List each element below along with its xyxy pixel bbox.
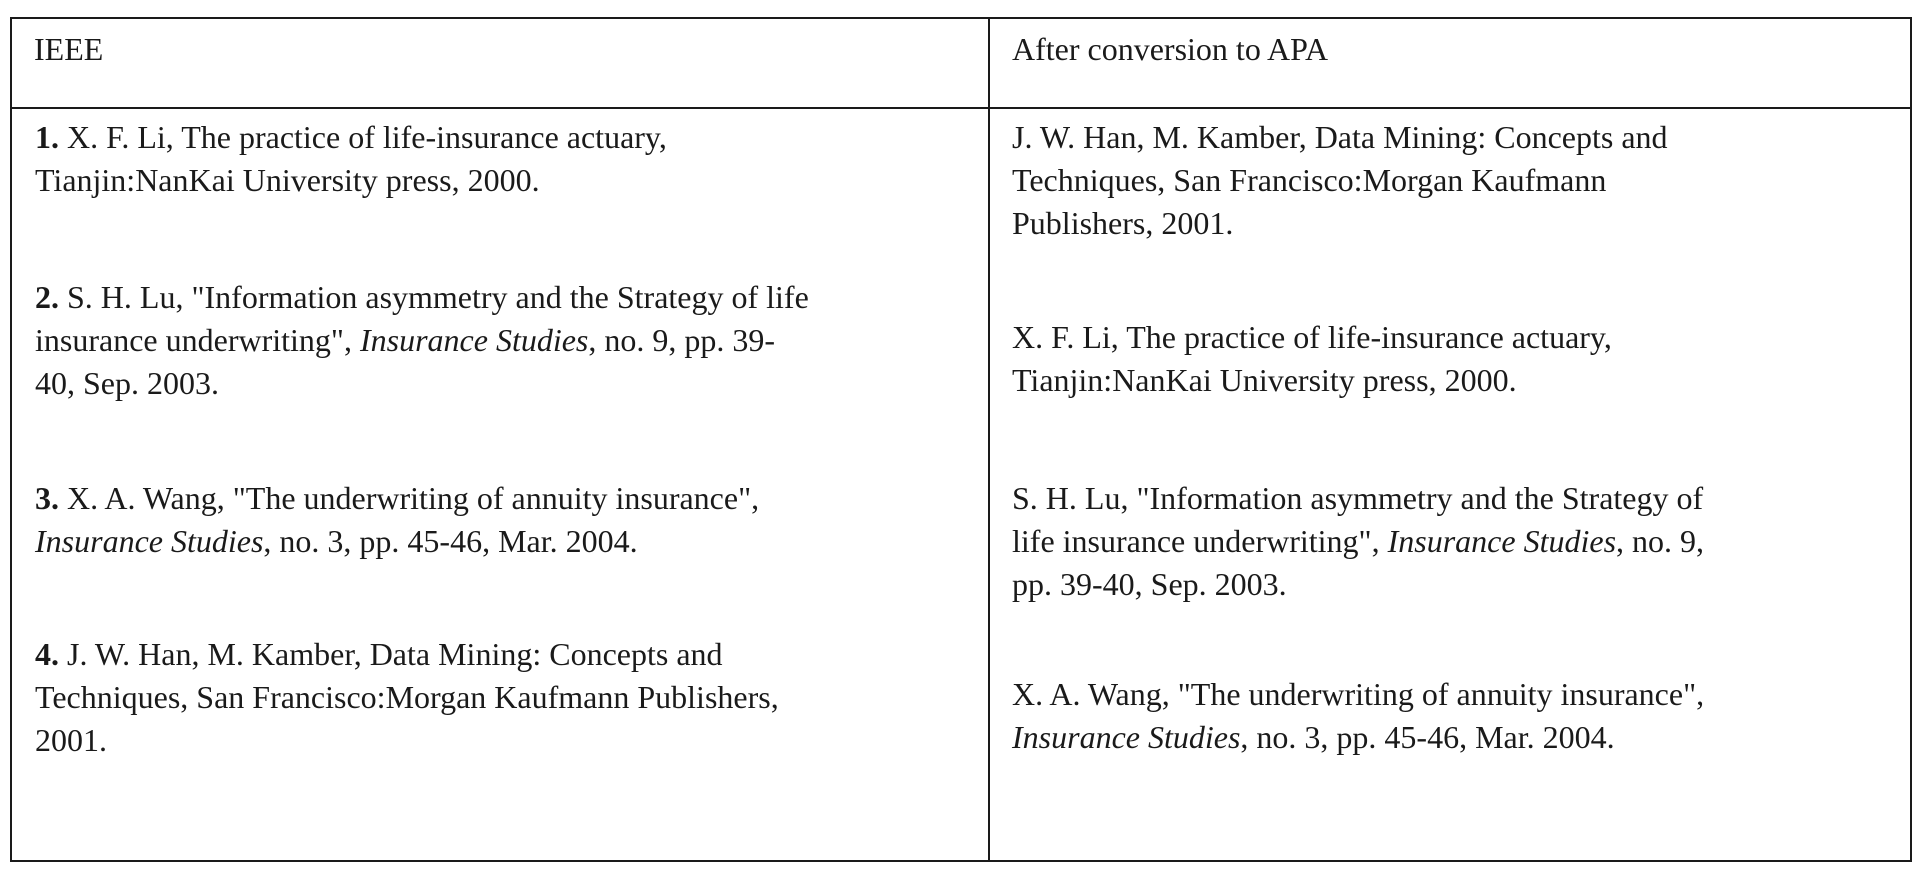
reference-text: X. A. Wang, "The underwriting of annuity…	[59, 480, 760, 516]
reference-text: 2001.	[35, 722, 107, 758]
reference-number: 2.	[35, 279, 59, 315]
reference-text: , no. 3, pp. 45-46, Mar. 2004.	[263, 523, 638, 559]
reference-text: , no. 9, pp. 39-	[588, 322, 776, 358]
apa-reference-2: X. F. Li, The practice of life-insurance…	[1012, 316, 1892, 402]
reference-comparison-table: IEEE After conversion to APA 1. X. F. Li…	[10, 17, 1912, 862]
apa-reference-4: X. A. Wang, "The underwriting of annuity…	[1012, 673, 1892, 759]
ieee-reference-4: 4. J. W. Han, M. Kamber, Data Mining: Co…	[35, 633, 975, 762]
reference-text: Techniques, San Francisco:Morgan Kaufman…	[35, 679, 779, 715]
reference-text: , no. 3, pp. 45-46, Mar. 2004.	[1240, 719, 1615, 755]
reference-text: 40, Sep. 2003.	[35, 365, 219, 401]
reference-text: life insurance underwriting",	[1012, 523, 1388, 559]
reference-text: Tianjin:NanKai University press, 2000.	[1012, 362, 1517, 398]
reference-text: , no. 9,	[1616, 523, 1705, 559]
reference-text: insurance underwriting",	[35, 322, 360, 358]
reference-text: Techniques, San Francisco:Morgan Kaufman…	[1012, 162, 1607, 198]
reference-text: J. W. Han, M. Kamber, Data Mining: Conce…	[59, 636, 723, 672]
reference-number: 3.	[35, 480, 59, 516]
ieee-reference-3: 3. X. A. Wang, "The underwriting of annu…	[35, 477, 975, 563]
reference-text: Tianjin:NanKai University press, 2000.	[35, 162, 540, 198]
ieee-reference-2: 2. S. H. Lu, "Information asymmetry and …	[35, 276, 975, 405]
reference-number: 1.	[35, 119, 59, 155]
journal-title: Insurance Studies	[35, 523, 264, 559]
reference-text: Publishers, 2001.	[1012, 205, 1234, 241]
reference-number: 4.	[35, 636, 59, 672]
reference-text: S. H. Lu, "Information asymmetry and the…	[1012, 480, 1704, 516]
reference-text: X. A. Wang, "The underwriting of annuity…	[1012, 676, 1705, 712]
apa-reference-1: J. W. Han, M. Kamber, Data Mining: Conce…	[1012, 116, 1892, 245]
reference-text: J. W. Han, M. Kamber, Data Mining: Conce…	[1012, 119, 1668, 155]
reference-text: X. F. Li, The practice of life-insurance…	[1012, 319, 1612, 355]
apa-reference-3: S. H. Lu, "Information asymmetry and the…	[1012, 477, 1892, 606]
reference-text: S. H. Lu, "Information asymmetry and the…	[59, 279, 809, 315]
ieee-column-header: IEEE	[34, 31, 104, 67]
reference-text: pp. 39-40, Sep. 2003.	[1012, 566, 1287, 602]
reference-text: X. F. Li, The practice of life-insurance…	[59, 119, 667, 155]
column-divider	[988, 19, 990, 860]
journal-title: Insurance Studies	[1387, 523, 1617, 559]
journal-title: Insurance Studies	[1012, 719, 1241, 755]
ieee-reference-1: 1. X. F. Li, The practice of life-insura…	[35, 116, 975, 202]
journal-title: Insurance Studies	[359, 322, 589, 358]
apa-column-header: After conversion to APA	[1012, 31, 1329, 67]
header-row-divider	[12, 107, 1910, 109]
